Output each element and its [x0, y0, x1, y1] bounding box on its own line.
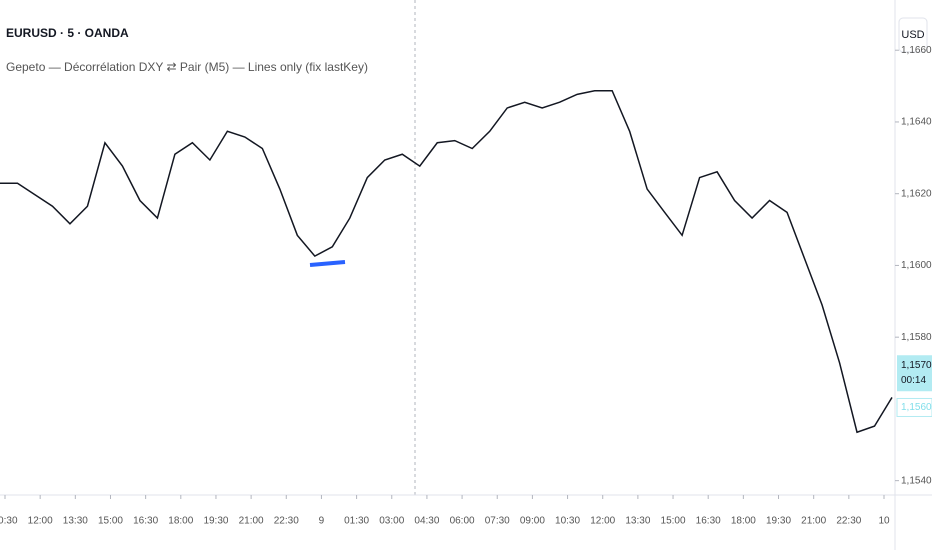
y-tick-label: 1,16400: [901, 117, 932, 128]
x-tick-label: 9: [319, 516, 325, 527]
countdown-label: 00:14: [901, 375, 926, 386]
x-tick-label: 10: [878, 516, 890, 527]
x-tick-label: 15:00: [661, 516, 686, 527]
x-tick-label: 22:30: [274, 516, 299, 527]
chart-title: EURUSD · 5 · OANDA: [6, 26, 129, 40]
y-tick-label: 1,16200: [901, 188, 932, 199]
x-tick-label: 10:30: [555, 516, 580, 527]
currency-button[interactable]: [898, 17, 928, 53]
x-tick-label: 12:00: [28, 516, 53, 527]
x-tick-label: 21:00: [801, 516, 826, 527]
x-tick-label: 18:00: [731, 516, 756, 527]
x-tick-label: 21:00: [239, 516, 264, 527]
x-tick-label: 07:30: [485, 516, 510, 527]
y-tick-label: 1,15800: [901, 332, 932, 343]
y-tick-label: 1,16600: [901, 45, 932, 56]
indicator-price-label: 1,15604: [901, 402, 932, 413]
currency-label: USD: [901, 29, 924, 41]
x-tick-label: 12:00: [590, 516, 615, 527]
indicator-price-tag: [896, 397, 932, 417]
x-tick-label: 01:30: [344, 516, 369, 527]
x-tick-label: 19:30: [203, 516, 228, 527]
x-tick-label: 18:00: [168, 516, 193, 527]
x-tick-label: 16:30: [133, 516, 158, 527]
x-tick-label: 16:30: [696, 516, 721, 527]
x-tick-label: 09:00: [520, 516, 545, 527]
x-tick-label: 15:00: [98, 516, 123, 527]
x-tick-label: 22:30: [836, 516, 861, 527]
indicator-title: Gepeto — Décorrélation DXY ⇄ Pair (M5) —…: [6, 60, 368, 74]
indicator-line: [309, 260, 346, 267]
x-tick-label: 19:30: [766, 516, 791, 527]
last-price-tag: [897, 355, 932, 392]
last-price-label: 1,15705: [901, 360, 932, 371]
x-tick-label: 03:00: [379, 516, 404, 527]
price-line: [0, 90, 893, 434]
y-tick-label: 1,16000: [901, 260, 932, 271]
x-tick-label: 10:30: [0, 516, 18, 527]
x-tick-label: 04:30: [414, 516, 439, 527]
x-tick-label: 13:30: [625, 516, 650, 527]
x-tick-label: 13:30: [63, 516, 88, 527]
x-tick-label: 06:00: [450, 516, 475, 527]
